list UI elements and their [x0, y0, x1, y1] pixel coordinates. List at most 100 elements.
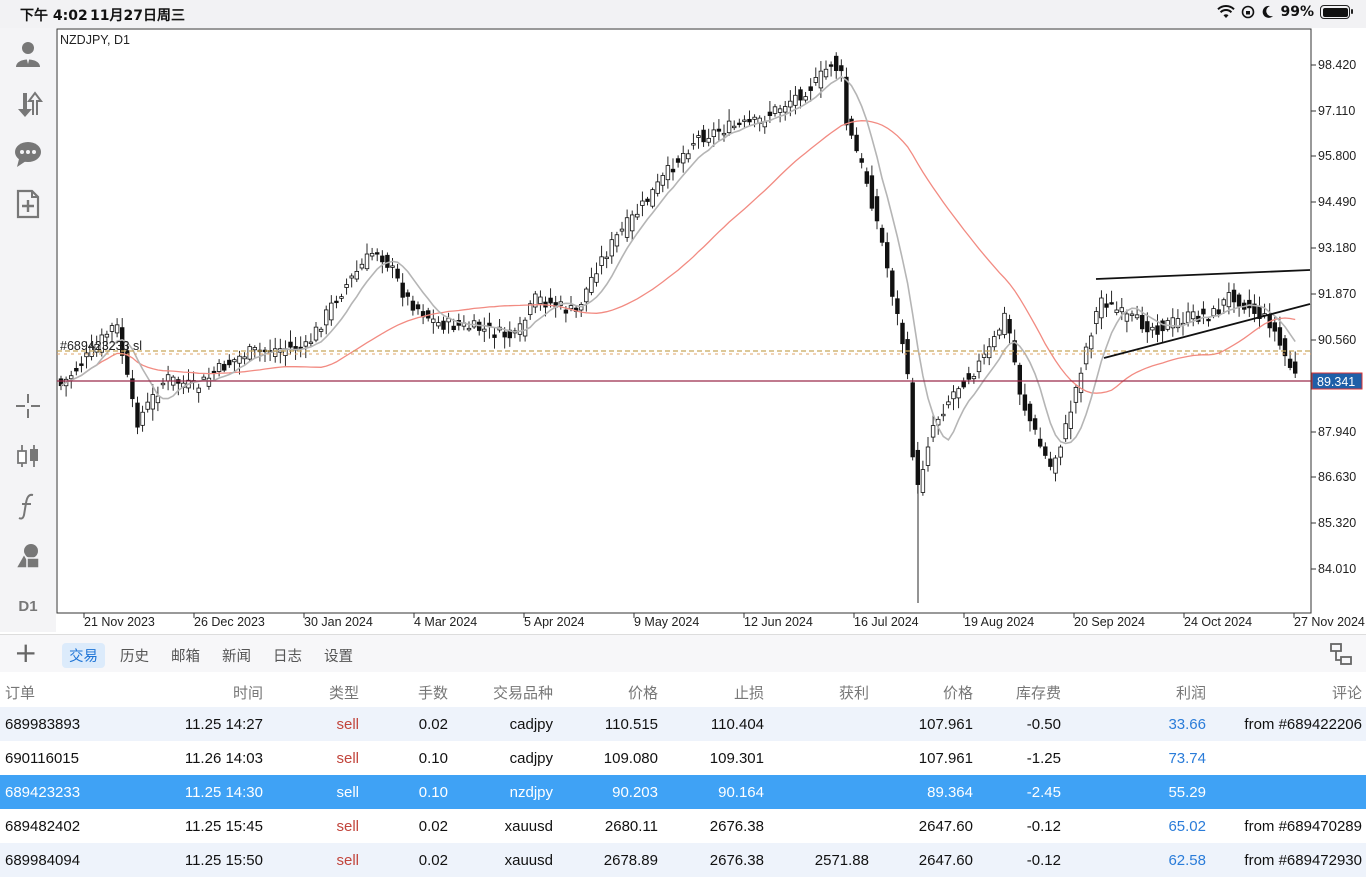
candle-body — [951, 391, 956, 400]
candle-body — [1007, 319, 1012, 334]
candle-body — [783, 106, 788, 113]
new-order-icon[interactable] — [8, 184, 48, 224]
candle-body — [145, 401, 150, 410]
candle-body — [109, 325, 115, 332]
candle-body — [788, 100, 793, 108]
cell-swap: -2.45 — [1026, 784, 1061, 801]
candlestick-icon[interactable] — [8, 436, 48, 476]
candle-body — [706, 137, 711, 143]
candle-body — [670, 168, 676, 173]
candle-body — [721, 132, 727, 136]
candle-body — [793, 94, 798, 106]
cell-stop-loss: 2676.38 — [709, 818, 764, 835]
chat-icon[interactable] — [8, 134, 48, 174]
price-tick-label: 91.870 — [1318, 287, 1356, 301]
tab-2[interactable]: 邮箱 — [171, 649, 200, 665]
tab-5[interactable]: 设置 — [324, 649, 353, 665]
header-open-price: 价格 — [627, 685, 658, 702]
candle-body — [997, 329, 1002, 336]
cell-lots: 0.02 — [418, 818, 448, 835]
trendline-upper — [1095, 269, 1311, 280]
candle-body — [1058, 446, 1063, 458]
cell-open-price: 90.203 — [612, 784, 658, 801]
candle-body — [155, 395, 161, 404]
wifi-icon — [1217, 5, 1236, 18]
candle-body — [482, 328, 487, 332]
candle-body — [451, 325, 456, 331]
candle-body — [737, 122, 742, 126]
current-price-label: 89.341 — [1317, 375, 1355, 389]
candle-body — [349, 275, 354, 279]
table-header: 订单 时间 类型 手数 交易品种 价格 止损 获利 价格 库存费 利润 评论 — [0, 673, 1366, 707]
candle-body — [99, 334, 104, 353]
candle-body — [1017, 364, 1022, 395]
cell-symbol: xauusd — [504, 818, 553, 835]
candle-body — [125, 350, 130, 375]
terminal-tabs: 交易 历史 邮箱 新闻 日志 设置 — [62, 643, 360, 668]
price-tick-label: 95.800 — [1318, 149, 1356, 163]
candle-body — [798, 89, 803, 101]
table-row[interactable]: 689423233 11.25 14:30 sell 0.10 nzdjpy 90.203… — [0, 775, 1366, 809]
account-icon[interactable] — [8, 34, 48, 74]
status-date: 11月27日周三 — [90, 8, 185, 24]
tab-0[interactable]: 交易 — [62, 643, 105, 668]
cell-type: sell — [336, 818, 359, 835]
candle-body — [1083, 346, 1089, 365]
candle-body — [1078, 372, 1084, 393]
trade-arrows-icon[interactable] — [8, 84, 48, 124]
price-chart[interactable]: NZDJPY, D1 #689423233 sl 98.420 97.110 95.… — [56, 28, 1366, 632]
table-row[interactable]: 690116015 11.26 14:03 sell 0.10 cadjpy 109.08… — [0, 741, 1366, 775]
candle-body — [313, 326, 319, 341]
date-tick-label: 19 Aug 2024 — [964, 615, 1034, 629]
price-tick-label: 97.110 — [1318, 104, 1355, 118]
lock-rotation-icon — [1242, 5, 1255, 19]
indicators-icon[interactable] — [8, 486, 48, 526]
cell-type: sell — [336, 750, 359, 767]
tab-4[interactable]: 日志 — [273, 649, 302, 665]
cell-order: 689482402 — [5, 818, 81, 835]
cell-current-price: 107.961 — [918, 716, 973, 733]
objects-icon[interactable] — [8, 536, 48, 576]
candle-body — [1038, 438, 1043, 447]
candle-body — [981, 353, 987, 358]
date-tick-label: 12 Jun 2024 — [744, 615, 813, 629]
tab-3[interactable]: 新闻 — [222, 649, 251, 665]
header-take-profit: 获利 — [838, 685, 869, 702]
cell-type: sell — [336, 784, 359, 801]
cell-profit: 73.74 — [1168, 750, 1206, 767]
timeframe-button[interactable]: D1 — [8, 586, 48, 626]
candle-body — [1155, 325, 1160, 335]
candle-body — [1094, 311, 1099, 324]
tab-1[interactable]: 历史 — [120, 649, 149, 665]
candle-body — [732, 125, 737, 129]
table-row[interactable]: 689983893 11.25 14:27 sell 0.02 cadjpy 110.51… — [0, 707, 1366, 741]
cell-comment: from #689472930 — [1244, 852, 1362, 869]
date-tick-label: 5 Apr 2024 — [524, 615, 585, 629]
table-row[interactable]: 689482402 11.25 15:45 sell 0.02 xauusd 2680.1… — [0, 809, 1366, 843]
candle-body — [1140, 314, 1145, 330]
candle-body — [691, 143, 696, 146]
cell-stop-loss: 109.301 — [709, 750, 764, 767]
header-order: 订单 — [5, 685, 36, 702]
candle-body — [1211, 308, 1216, 317]
candle-body — [823, 68, 829, 78]
candle-body — [359, 263, 365, 269]
add-button[interactable]: + — [14, 636, 38, 669]
candle-body — [869, 175, 875, 209]
cell-comment: from #689470289 — [1244, 818, 1362, 835]
candle-body — [1216, 309, 1221, 315]
candle-body — [681, 153, 686, 164]
candle-body — [879, 227, 885, 243]
table-row[interactable]: 689984094 11.25 15:50 sell 0.02 xauusd 2678.8… — [0, 843, 1366, 877]
cell-current-price: 89.364 — [927, 784, 973, 801]
cell-symbol: xauusd — [504, 852, 553, 869]
chart-canvas[interactable]: NZDJPY, D1 #689423233 sl 98.420 97.110 95.… — [56, 28, 1366, 632]
candle-body — [930, 425, 936, 438]
crosshair-icon[interactable] — [8, 386, 48, 426]
candle-body — [436, 322, 441, 327]
panel-layout-icon[interactable] — [1328, 641, 1354, 667]
header-comment: 评论 — [1331, 685, 1362, 702]
cell-stop-loss: 110.404 — [710, 716, 764, 733]
candle-body — [334, 300, 339, 304]
cell-open-price: 2678.89 — [603, 852, 658, 869]
